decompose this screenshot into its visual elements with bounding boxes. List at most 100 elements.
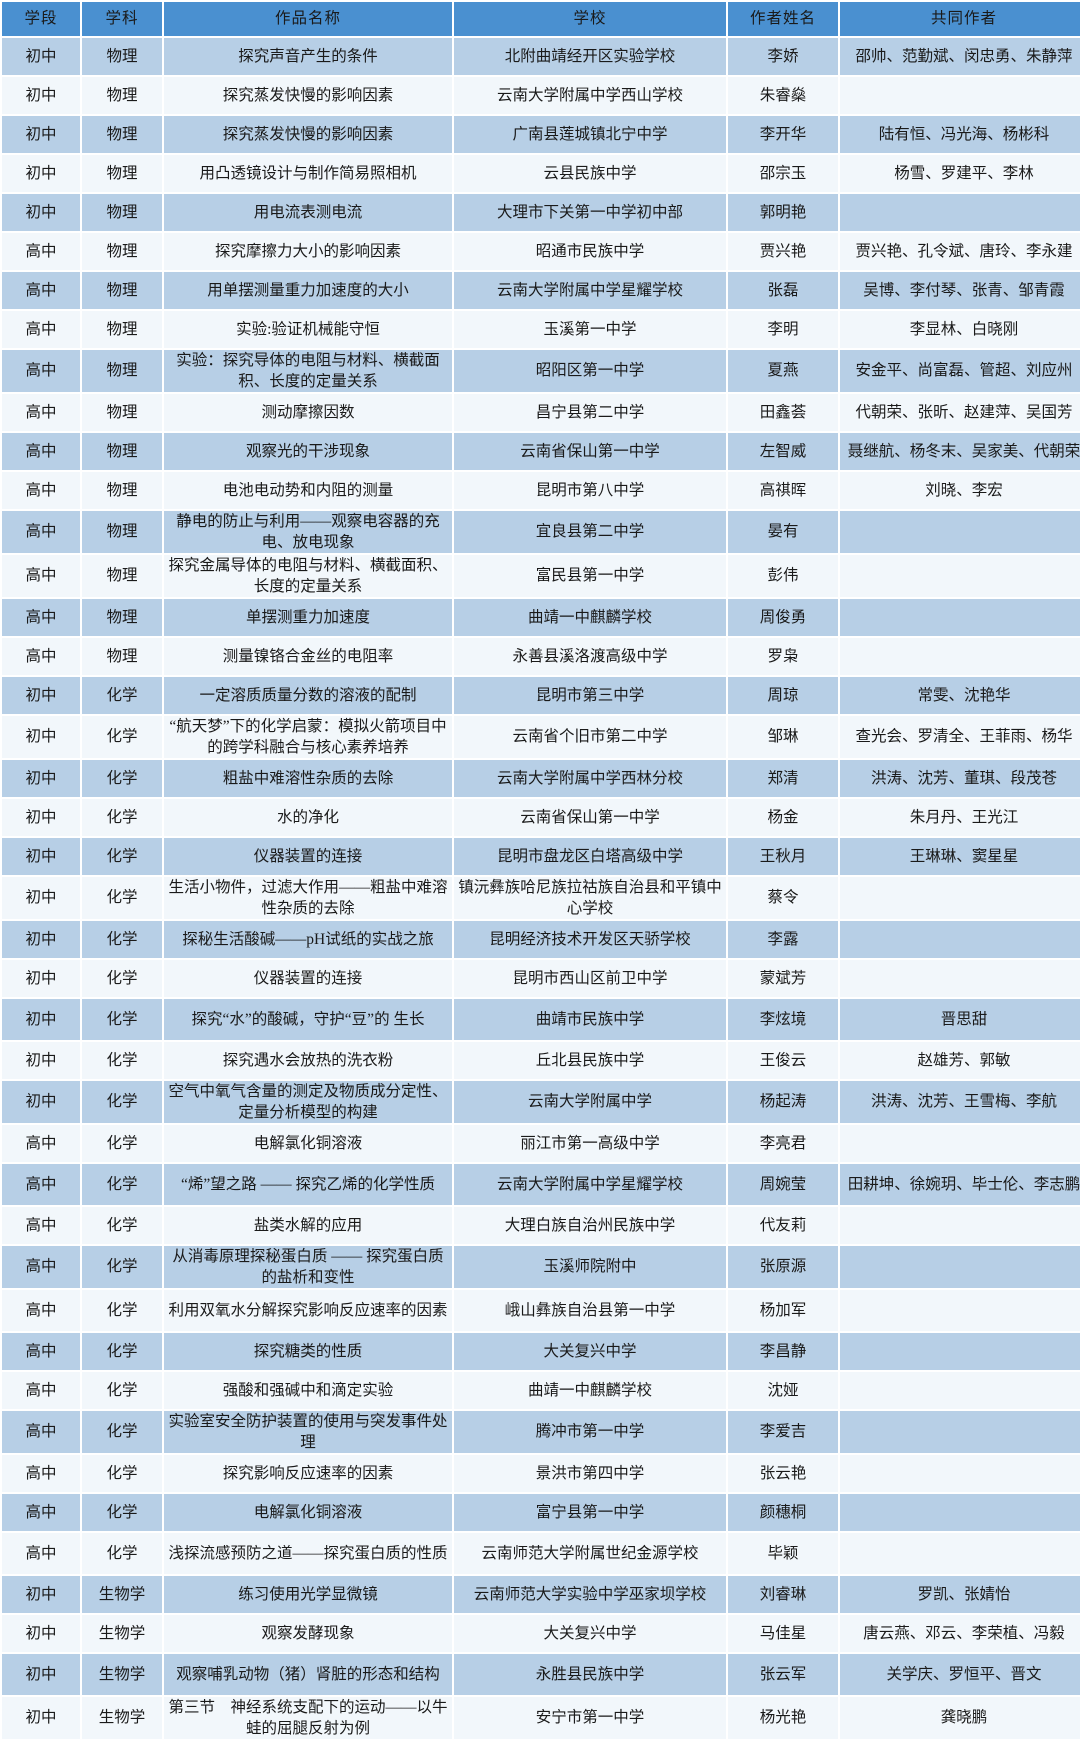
cell-school: 云南师范大学实验中学巫家坝学校 xyxy=(454,1576,726,1613)
table-row: 高中 化学 实验室安全防护装置的使用与突发事件处理 腾冲市第一中学 李爱吉 xyxy=(2,1411,1080,1453)
table-row: 初中 生物学 练习使用光学显微镜 云南师范大学实验中学巫家坝学校 刘睿琳 罗凯、张婧怡 xyxy=(2,1576,1080,1613)
cell-school-text: 云南大学附属中学星耀学校 xyxy=(496,1175,683,1193)
cell-author: 毕颖 xyxy=(728,1533,838,1574)
cell-stage: 初中 xyxy=(2,799,80,836)
cell-title: 盐类水解的应用 xyxy=(164,1207,452,1244)
cell-school: 曲靖一中麒麟学校 xyxy=(454,1372,726,1409)
cell-title-text: 实验：探究导体的电阻与材料、横截面积、长度的定量关系 xyxy=(176,352,440,390)
cell-school: 昆明市第三中学 xyxy=(454,677,726,714)
cell-subject: 化学 xyxy=(82,799,162,836)
table-row: 高中 物理 探究摩擦力大小的影响因素 昭通市民族中学 贾兴艳 贾兴艳、孔令斌、唐玲、李永建 xyxy=(2,233,1080,270)
cell-title: 粗盐中难溶性杂质的去除 xyxy=(164,760,452,797)
table-row: 初中 物理 用电流表测电流 大理市下关第一中学初中部 郭明艳 xyxy=(2,194,1080,231)
cell-stage: 高中 xyxy=(2,1246,80,1288)
cell-title: 浅探流感预防之道——探究蛋白质的性质 xyxy=(164,1533,452,1574)
cell-title: 电池电动势和内阻的测量 xyxy=(164,472,452,509)
cell-title: 实验：探究导体的电阻与材料、横截面积、长度的定量关系 xyxy=(164,350,452,392)
table-row: 初中 生物学 第三节 神经系统支配下的运动——以牛蛙的屈腿反射为例 安宁市第一中学 杨光… xyxy=(2,1697,1080,1739)
cell-subject: 化学 xyxy=(82,760,162,797)
cell-co xyxy=(840,921,1080,958)
cell-school-text: 镇沅彝族哈尼族拉祜族自治县和平镇中心学校 xyxy=(458,879,722,917)
table-row: 高中 物理 测量镍铬合金丝的电阻率 永善县溪洛渡高级中学 罗枭 xyxy=(2,638,1080,675)
cell-subject: 物理 xyxy=(82,433,162,470)
cell-title: 探究摩擦力大小的影响因素 xyxy=(164,233,452,270)
cell-subject: 化学 xyxy=(82,677,162,714)
cell-subject: 生物学 xyxy=(82,1654,162,1695)
cell-stage: 高中 xyxy=(2,1411,80,1453)
cell-subject: 化学 xyxy=(82,1164,162,1205)
table-row: 高中 化学 探究糖类的性质 大关复兴中学 李昌静 xyxy=(2,1333,1080,1370)
cell-subject: 化学 xyxy=(82,1081,162,1123)
cell-school: 永善县溪洛渡高级中学 xyxy=(454,638,726,675)
cell-author: 王秋月 xyxy=(728,838,838,875)
table-row: 初中 化学 生活小物件，过滤大作用——粗盐中难溶性杂质的去除 镇沅彝族哈尼族拉祜族自治… xyxy=(2,877,1080,919)
cell-co: 晋思甜 xyxy=(840,999,1080,1040)
cell-author: 刘睿琳 xyxy=(728,1576,838,1613)
cell-co: 罗凯、张婧怡 xyxy=(840,1576,1080,1613)
cell-title: 观察光的干涉现象 xyxy=(164,433,452,470)
cell-title: 从消毒原理探秘蛋白质 —— 探究蛋白质的盐析和变性 xyxy=(164,1246,452,1288)
cell-author: 杨起涛 xyxy=(728,1081,838,1123)
cell-stage: 高中 xyxy=(2,472,80,509)
cell-author: 杨加军 xyxy=(728,1290,838,1331)
cell-school-text: 昭阳区第一中学 xyxy=(535,362,645,380)
cell-author: 高祺晖 xyxy=(728,472,838,509)
cell-school: 丽江市第一高级中学 xyxy=(454,1125,726,1162)
cell-title: 第三节 神经系统支配下的运动——以牛蛙的屈腿反射为例 xyxy=(164,1697,452,1739)
cell-title: 练习使用光学显微镜 xyxy=(164,1576,452,1613)
table-row: 初中 化学 “航天梦”下的化学启蒙：模拟火箭项目中的跨学科融合与核心素养培养 云南省个… xyxy=(2,716,1080,758)
cell-co xyxy=(840,511,1080,553)
table-row: 初中 化学 探究“水”的酸碱，守护“豆”的 生长 曲靖市民族中学 李炫境 晋思甜 xyxy=(2,999,1080,1040)
cell-subject: 化学 xyxy=(82,716,162,758)
cell-author: 贾兴艳 xyxy=(728,233,838,270)
cell-title: “航天梦”下的化学启蒙：模拟火箭项目中的跨学科融合与核心素养培养 xyxy=(164,716,452,758)
cell-school: 云南大学附属中学西山学校 xyxy=(454,77,726,114)
cell-co xyxy=(840,1290,1080,1331)
cell-author: 颜穗桐 xyxy=(728,1494,838,1531)
cell-title: 测量镍铬合金丝的电阻率 xyxy=(164,638,452,675)
cell-author: 李炫境 xyxy=(728,999,838,1040)
cell-author: 代友莉 xyxy=(728,1207,838,1244)
cell-title: 生活小物件，过滤大作用——粗盐中难溶性杂质的去除 xyxy=(164,877,452,919)
cell-stage: 初中 xyxy=(2,760,80,797)
cell-co xyxy=(840,1411,1080,1453)
cell-stage: 高中 xyxy=(2,1207,80,1244)
cell-school: 镇沅彝族哈尼族拉祜族自治县和平镇中心学校 xyxy=(454,877,726,919)
column-header-coauthors: 共同作者 xyxy=(840,2,1080,36)
cell-stage: 初中 xyxy=(2,155,80,192)
cell-title: 观察哺乳动物（猪）肾脏的形态和结构 xyxy=(164,1654,452,1695)
cell-subject: 生物学 xyxy=(82,1615,162,1652)
cell-stage: 高中 xyxy=(2,233,80,270)
cell-subject: 化学 xyxy=(82,1207,162,1244)
cell-subject: 化学 xyxy=(82,999,162,1040)
cell-subject: 物理 xyxy=(82,350,162,392)
cell-co: 洪涛、沈芳、董琪、段茂苍 xyxy=(840,760,1080,797)
cell-stage: 高中 xyxy=(2,1333,80,1370)
cell-school-text: 玉溪师院附中 xyxy=(543,1258,637,1276)
cell-school: 云南师范大学附属世纪金源学校 xyxy=(454,1533,726,1574)
cell-title-text: “烯”望之路 —— 探究乙烯的化学性质 xyxy=(180,1175,435,1193)
cell-author: 周琼 xyxy=(728,677,838,714)
cell-school: 峨山彝族自治县第一中学 xyxy=(454,1290,726,1331)
cell-subject: 化学 xyxy=(82,1455,162,1492)
cell-co: 龚晓鹏 xyxy=(840,1697,1080,1739)
cell-author: 左智威 xyxy=(728,433,838,470)
cell-author: 郭明艳 xyxy=(728,194,838,231)
cell-co xyxy=(840,77,1080,114)
cell-title: 单摆测重力加速度 xyxy=(164,599,452,636)
cell-school: 云南大学附属中学星耀学校 xyxy=(454,1164,726,1205)
cell-school: 宜良县第二中学 xyxy=(454,511,726,553)
column-header-stage: 学段 xyxy=(2,2,80,36)
cell-title: 电解氯化铜溶液 xyxy=(164,1125,452,1162)
cell-school: 云南大学附属中学西林分校 xyxy=(454,760,726,797)
cell-subject: 化学 xyxy=(82,1533,162,1574)
cell-co: 赵雄芳、郭敏 xyxy=(840,1042,1080,1079)
cell-stage: 高中 xyxy=(2,1125,80,1162)
cell-subject: 物理 xyxy=(82,311,162,348)
cell-co: 刘晓、李宏 xyxy=(840,472,1080,509)
cell-school: 景洪市第四中学 xyxy=(454,1455,726,1492)
cell-title: 实验室安全防护装置的使用与突发事件处理 xyxy=(164,1411,452,1453)
table-row: 初中 物理 探究蒸发快慢的影响因素 广南县莲城镇北宁中学 李开华 陆有恒、冯光海、杨彬科 xyxy=(2,116,1080,153)
cell-stage: 初中 xyxy=(2,1576,80,1613)
cell-title: 探究声音产生的条件 xyxy=(164,38,452,75)
